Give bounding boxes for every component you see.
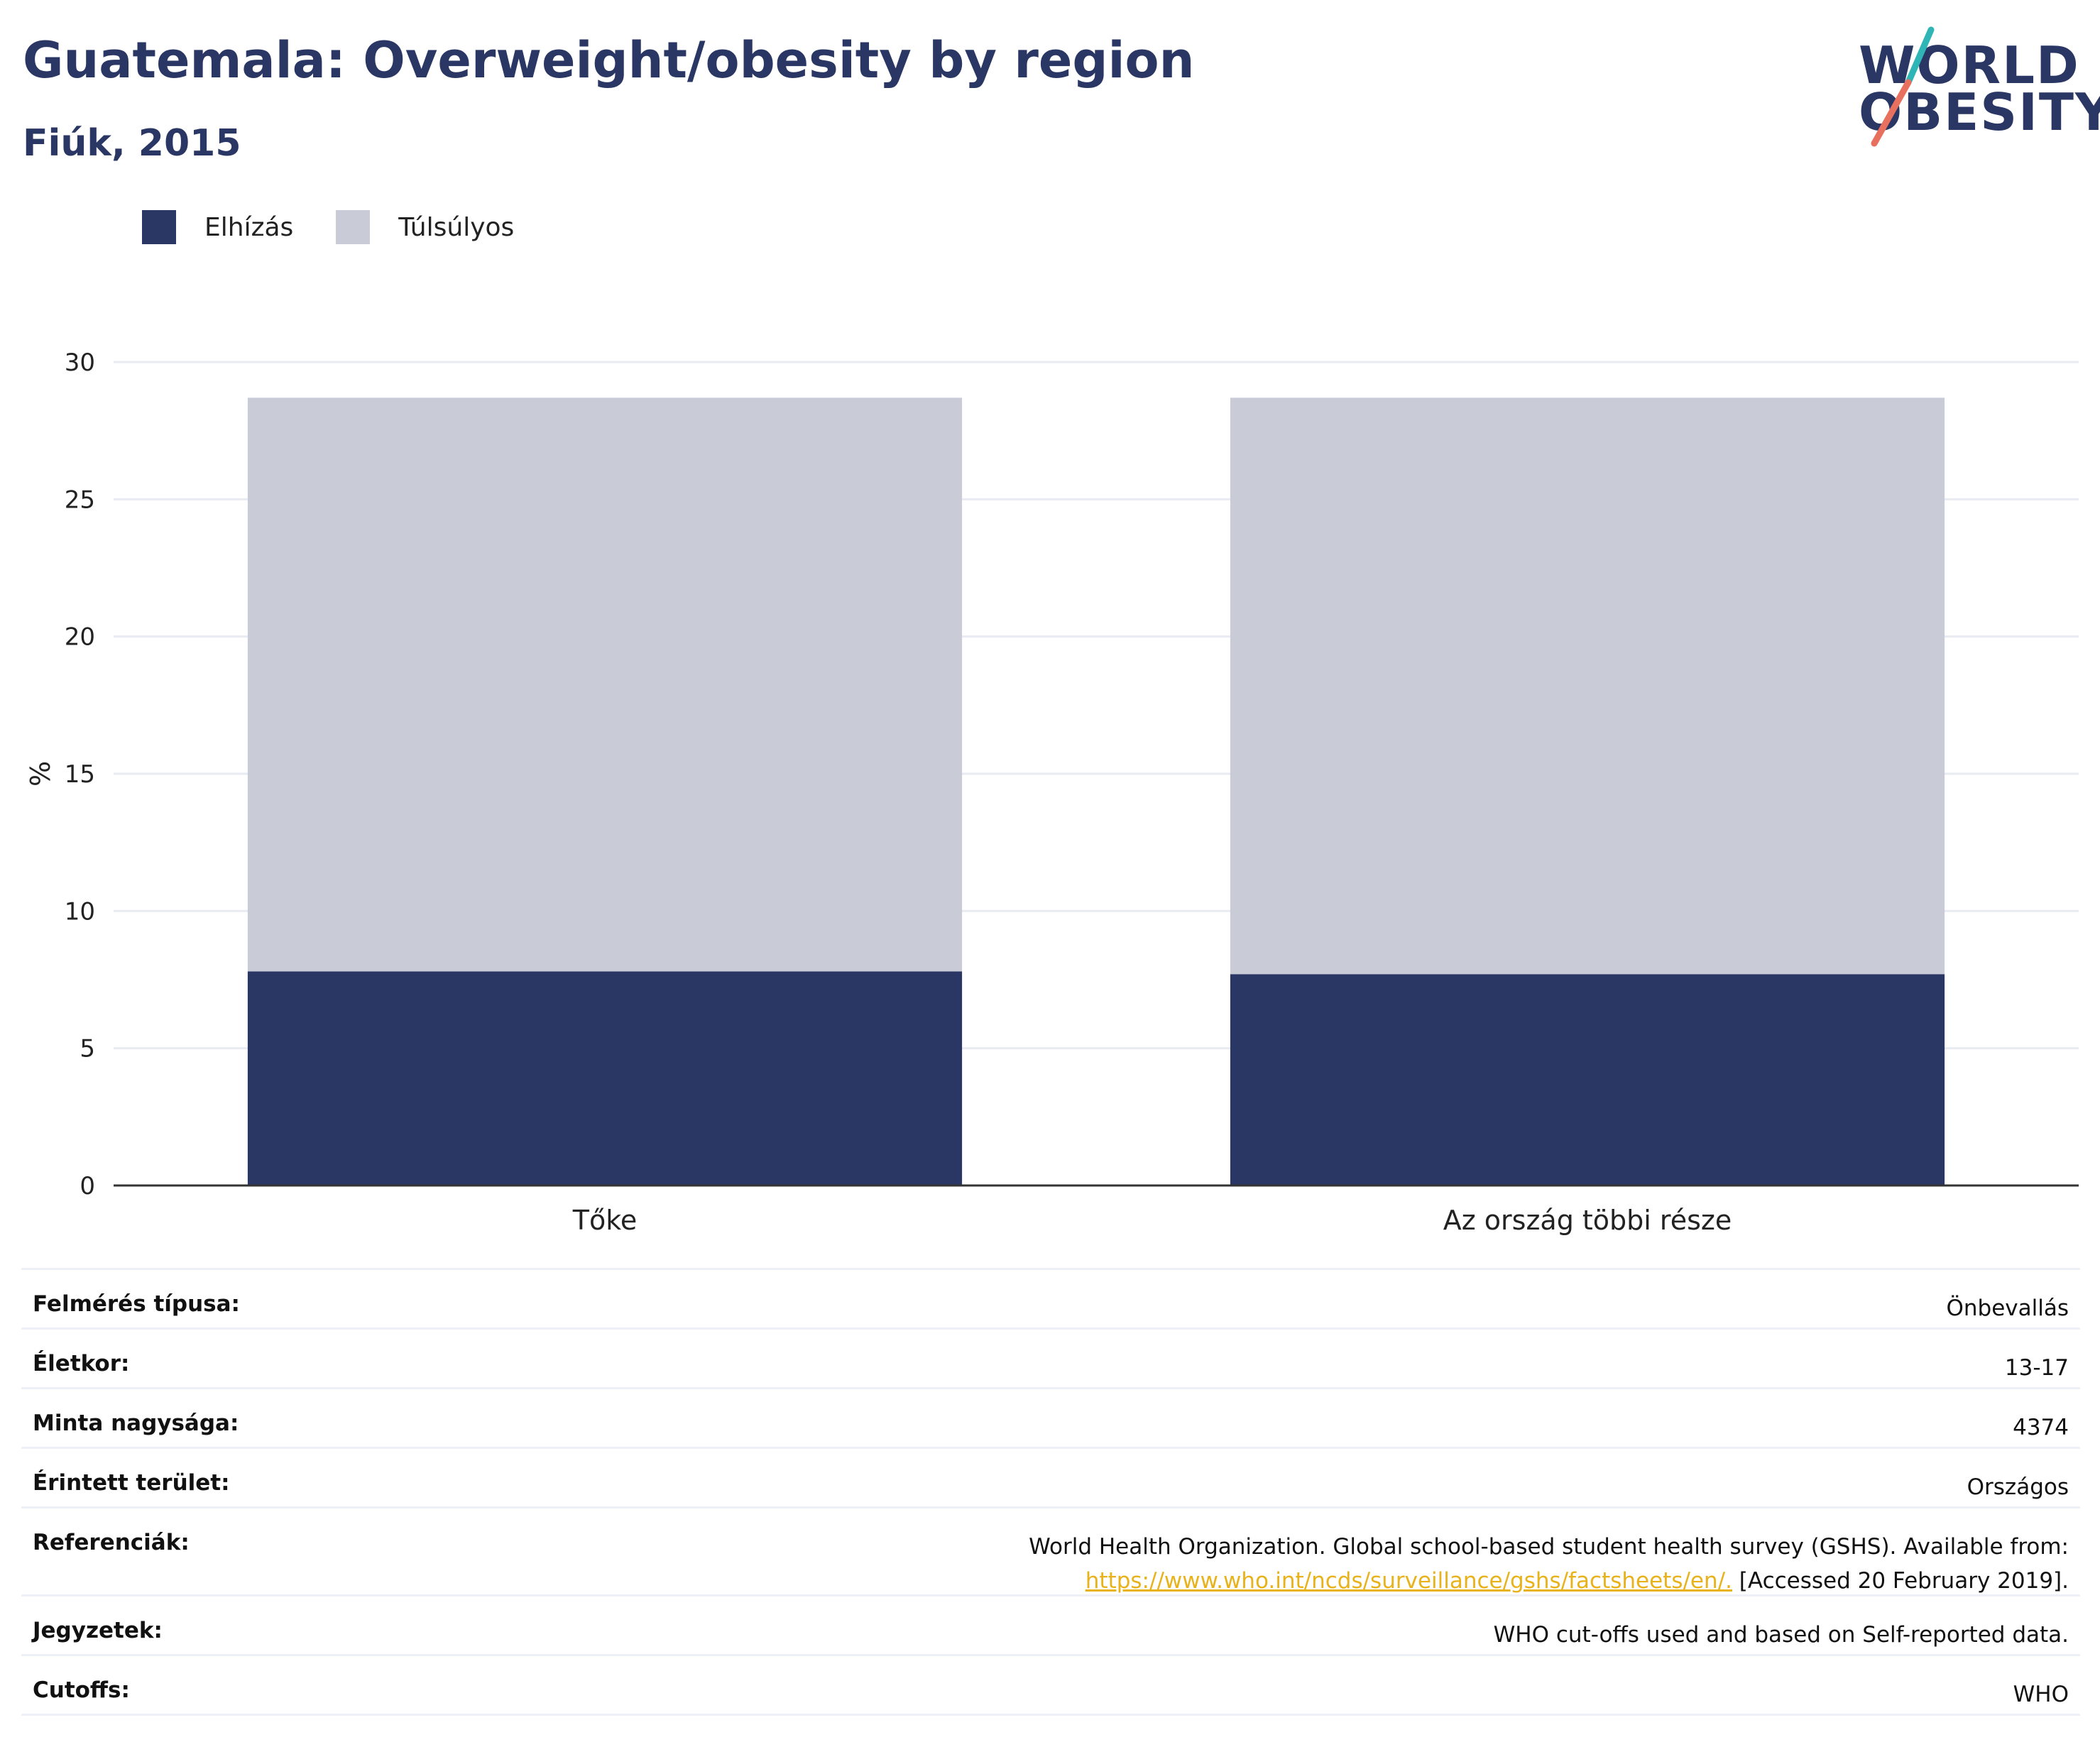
metadata-row: Cutoffs: WHO — [21, 1656, 2080, 1716]
world-obesity-logo: WORLD OBESITY — [1846, 21, 2100, 149]
legend-item-overweight[interactable]: Túlsúlyos — [336, 210, 514, 244]
metadata-value: 13-17 — [2004, 1355, 2069, 1381]
x-category-label: Tőke — [572, 1205, 638, 1235]
metadata-table: Felmérés típusa: Önbevallás Életkor: 13-17 M… — [21, 1268, 2080, 1716]
y-axis-title: % — [25, 761, 56, 787]
stacked-bar-chart: 0 5 10 15 20 25 30 Tőke Az ország többi része% — [25, 349, 2079, 1235]
metadata-value: World Health Organization. Global school… — [1029, 1530, 2069, 1598]
logo-line1: WORLD — [1859, 35, 2080, 95]
metadata-row: Felmérés típusa: Önbevallás — [21, 1270, 2080, 1330]
x-category-label: Az ország többi része — [1443, 1205, 1732, 1235]
y-tick-label: 0 — [80, 1172, 95, 1200]
metadata-value: Önbevallás — [1946, 1296, 2069, 1321]
reference-text: World Health Organization. Global school… — [1029, 1534, 2069, 1560]
bar-overweight — [247, 398, 963, 972]
metadata-value: 4374 — [2013, 1415, 2069, 1440]
bar-obesity — [1230, 974, 1945, 1185]
metadata-row: Minta nagysága: 4374 — [21, 1389, 2080, 1449]
y-tick-label: 5 — [80, 1035, 95, 1063]
metadata-key: Jegyzetek: — [33, 1618, 163, 1643]
metadata-row: Életkor: 13-17 — [21, 1330, 2080, 1389]
legend-swatch-obesity — [142, 210, 176, 244]
metadata-row: Jegyzetek: WHO cut-offs used and based on… — [21, 1597, 2080, 1656]
legend-item-obesity[interactable]: Elhízás — [142, 210, 293, 244]
metadata-key: Felmérés típusa: — [33, 1291, 240, 1317]
y-tick-label: 25 — [65, 486, 95, 514]
legend-label-overweight: Túlsúlyos — [398, 212, 515, 242]
logo-slash-icon — [1871, 26, 1935, 147]
legend-label-obesity: Elhízás — [204, 212, 294, 242]
metadata-row: Érintett terület: Országos — [21, 1449, 2080, 1508]
y-tick-label: 10 — [65, 897, 95, 926]
metadata-row: Referenciák: World Health Organization. G… — [21, 1508, 2080, 1597]
metadata-key: Referenciák: — [33, 1530, 190, 1555]
y-tick-label: 20 — [65, 623, 95, 652]
metadata-value: Országos — [1967, 1474, 2069, 1500]
y-tick-label: 15 — [65, 760, 95, 789]
reference-link[interactable]: https://www.who.int/ncds/surveillance/gs… — [1085, 1568, 1732, 1594]
metadata-key: Életkor: — [33, 1351, 130, 1376]
page-subtitle: Fiúk, 2015 — [23, 122, 241, 165]
metadata-value: WHO cut-offs used and based on Self-repo… — [1493, 1622, 2069, 1648]
metadata-key: Cutoffs: — [33, 1677, 130, 1703]
reference-accessed-text: [Accessed 20 February 2019]. — [1732, 1568, 2069, 1594]
bar-obesity — [247, 971, 963, 1185]
legend-swatch-overweight — [336, 210, 371, 244]
metadata-key: Minta nagysága: — [33, 1411, 239, 1436]
metadata-key: Érintett terület: — [33, 1470, 230, 1496]
chart-legend: Elhízás Túlsúlyos — [142, 210, 557, 244]
y-tick-label: 30 — [65, 349, 95, 377]
reference-link-line: https://www.who.int/ncds/surveillance/gs… — [1029, 1564, 2069, 1598]
metadata-value: WHO — [2013, 1682, 2069, 1707]
page-title: Guatemala: Overweight/obesity by region — [23, 31, 1195, 89]
bar-overweight — [1230, 398, 1945, 975]
